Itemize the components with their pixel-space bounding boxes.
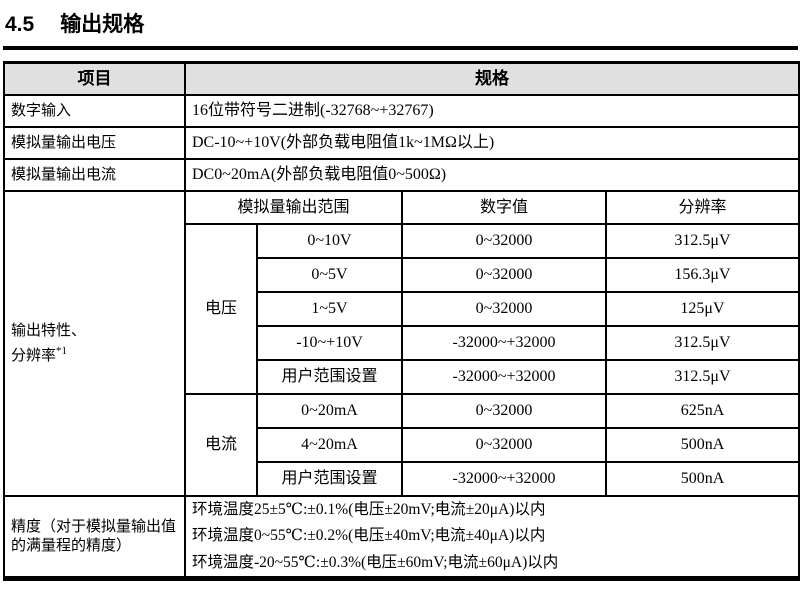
row-spec-value: 16位带符号二进制(-32768~+32767) <box>184 94 800 128</box>
section-number: 4.5 <box>5 13 35 36</box>
output-characteristics-line1: 输出特性、 <box>11 323 87 339</box>
digital-cell: -32000~+32000 <box>401 325 607 361</box>
digital-cell: 0~32000 <box>401 427 607 463</box>
header-item-cell: 项目 <box>3 61 186 96</box>
footnote-marker: *1 <box>56 344 68 357</box>
range-cell: 0~20mA <box>256 393 403 429</box>
table-row-analog-output-current: 模拟量输出电流 DC0~20mA(外部负载电阻值0~500Ω) <box>3 158 800 192</box>
title-rule <box>3 46 798 50</box>
voltage-row-0-5v: 0~5V 0~32000 156.3μV <box>4 257 800 293</box>
table-row-accuracy: 精度（对于模拟量输出值的满量程的精度） 环境温度25±5℃:±0.1%(电压±2… <box>3 495 800 580</box>
voltage-row-1-5v: 1~5V 0~32000 125μV <box>4 291 800 327</box>
resolution-cell: 625nA <box>605 393 800 429</box>
output-characteristics-label: 输出特性、 分辨率*1 <box>3 190 186 497</box>
manual-page: 4.5 输出规格 项目 规格 数字输入 16位带符号二进制(-32768~+32… <box>3 6 800 582</box>
resolution-cell: 125μV <box>605 291 800 327</box>
accuracy-line-2: 环境温度0~55℃:±0.2%(电压±40mV;电流±40μA)以内 <box>192 527 546 545</box>
table-header-row: 项目 规格 <box>3 61 800 96</box>
resolution-cell: 312.5μV <box>605 359 800 395</box>
row-spec-value: DC-10~+10V(外部负载电阻值1k~1MΩ以上) <box>184 126 800 160</box>
resolution-cell: 156.3μV <box>605 257 800 293</box>
header-spec-cell: 规格 <box>184 61 800 96</box>
accuracy-item-label: 精度（对于模拟量输出值的满量程的精度） <box>3 495 186 580</box>
range-cell: 1~5V <box>256 291 403 327</box>
section-title: 输出规格 <box>60 13 145 36</box>
row-spec-value: DC0~20mA(外部负载电阻值0~500Ω) <box>184 158 800 192</box>
digital-cell: -32000~+32000 <box>401 461 607 497</box>
digital-cell: 0~32000 <box>401 257 607 293</box>
resolution-cell: 500nA <box>605 427 800 463</box>
current-row-0-20ma: 电流 0~20mA 0~32000 625nA <box>4 393 800 497</box>
voltage-group-label: 电压 <box>184 223 258 395</box>
row-item-label: 模拟量输出电压 <box>3 126 186 160</box>
range-cell: 0~10V <box>256 223 403 259</box>
resolution-cell: 312.5μV <box>605 325 800 361</box>
digital-cell: 0~32000 <box>401 223 607 259</box>
subheader-range-cell: 模拟量输出范围 <box>184 190 403 225</box>
row-item-label: 模拟量输出电流 <box>3 158 186 192</box>
accuracy-value-cell: 环境温度25±5℃:±0.1%(电压±20mV;电流±20μA)以内 环境温度0… <box>184 495 800 580</box>
accuracy-line-1: 环境温度25±5℃:±0.1%(电压±20mV;电流±20μA)以内 <box>192 501 546 518</box>
digital-cell: -32000~+32000 <box>401 359 607 395</box>
table-row-analog-output-voltage: 模拟量输出电压 DC-10~+10V(外部负载电阻值1k~1MΩ以上) <box>3 126 800 160</box>
current-row-4-20ma: 4~20mA 0~32000 500nA <box>4 427 800 463</box>
subtable-header-row: 输出特性、 分辨率*1 模拟量输出范围 数字值 分辨率 <box>3 190 800 497</box>
voltage-row-0-10v: 电压 0~10V 0~32000 312.5μV <box>4 223 800 395</box>
range-cell: 用户范围设置 <box>256 359 403 395</box>
page-title: 4.5 输出规格 <box>3 6 798 46</box>
current-group-label: 电流 <box>184 393 258 497</box>
voltage-row-user-range: 用户范围设置 -32000~+32000 312.5μV <box>4 359 800 395</box>
output-spec-table: 项目 规格 数字输入 16位带符号二进制(-32768~+32767) 模拟量输… <box>3 61 800 582</box>
voltage-row-neg10-pos10v: -10~+10V -32000~+32000 312.5μV <box>4 325 800 361</box>
subheader-digital-cell: 数字值 <box>401 190 607 225</box>
range-cell: -10~+10V <box>256 325 403 361</box>
output-characteristics-line2: 分辨率*1 <box>11 344 68 364</box>
digital-cell: 0~32000 <box>401 291 607 327</box>
accuracy-line-3: 环境温度-20~55℃:±0.3%(电压±60mV;电流±60μA)以内 <box>192 553 559 571</box>
digital-cell: 0~32000 <box>401 393 607 429</box>
resolution-cell: 500nA <box>605 461 800 497</box>
row-item-label: 数字输入 <box>3 94 186 128</box>
current-row-user-range: 用户范围设置 -32000~+32000 500nA <box>4 461 800 497</box>
subheader-resolution-cell: 分辨率 <box>605 190 800 225</box>
resolution-cell: 312.5μV <box>605 223 800 259</box>
range-cell: 用户范围设置 <box>256 461 403 497</box>
range-cell: 0~5V <box>256 257 403 293</box>
range-cell: 4~20mA <box>256 427 403 463</box>
table-row-digital-input: 数字输入 16位带符号二进制(-32768~+32767) <box>3 94 800 128</box>
